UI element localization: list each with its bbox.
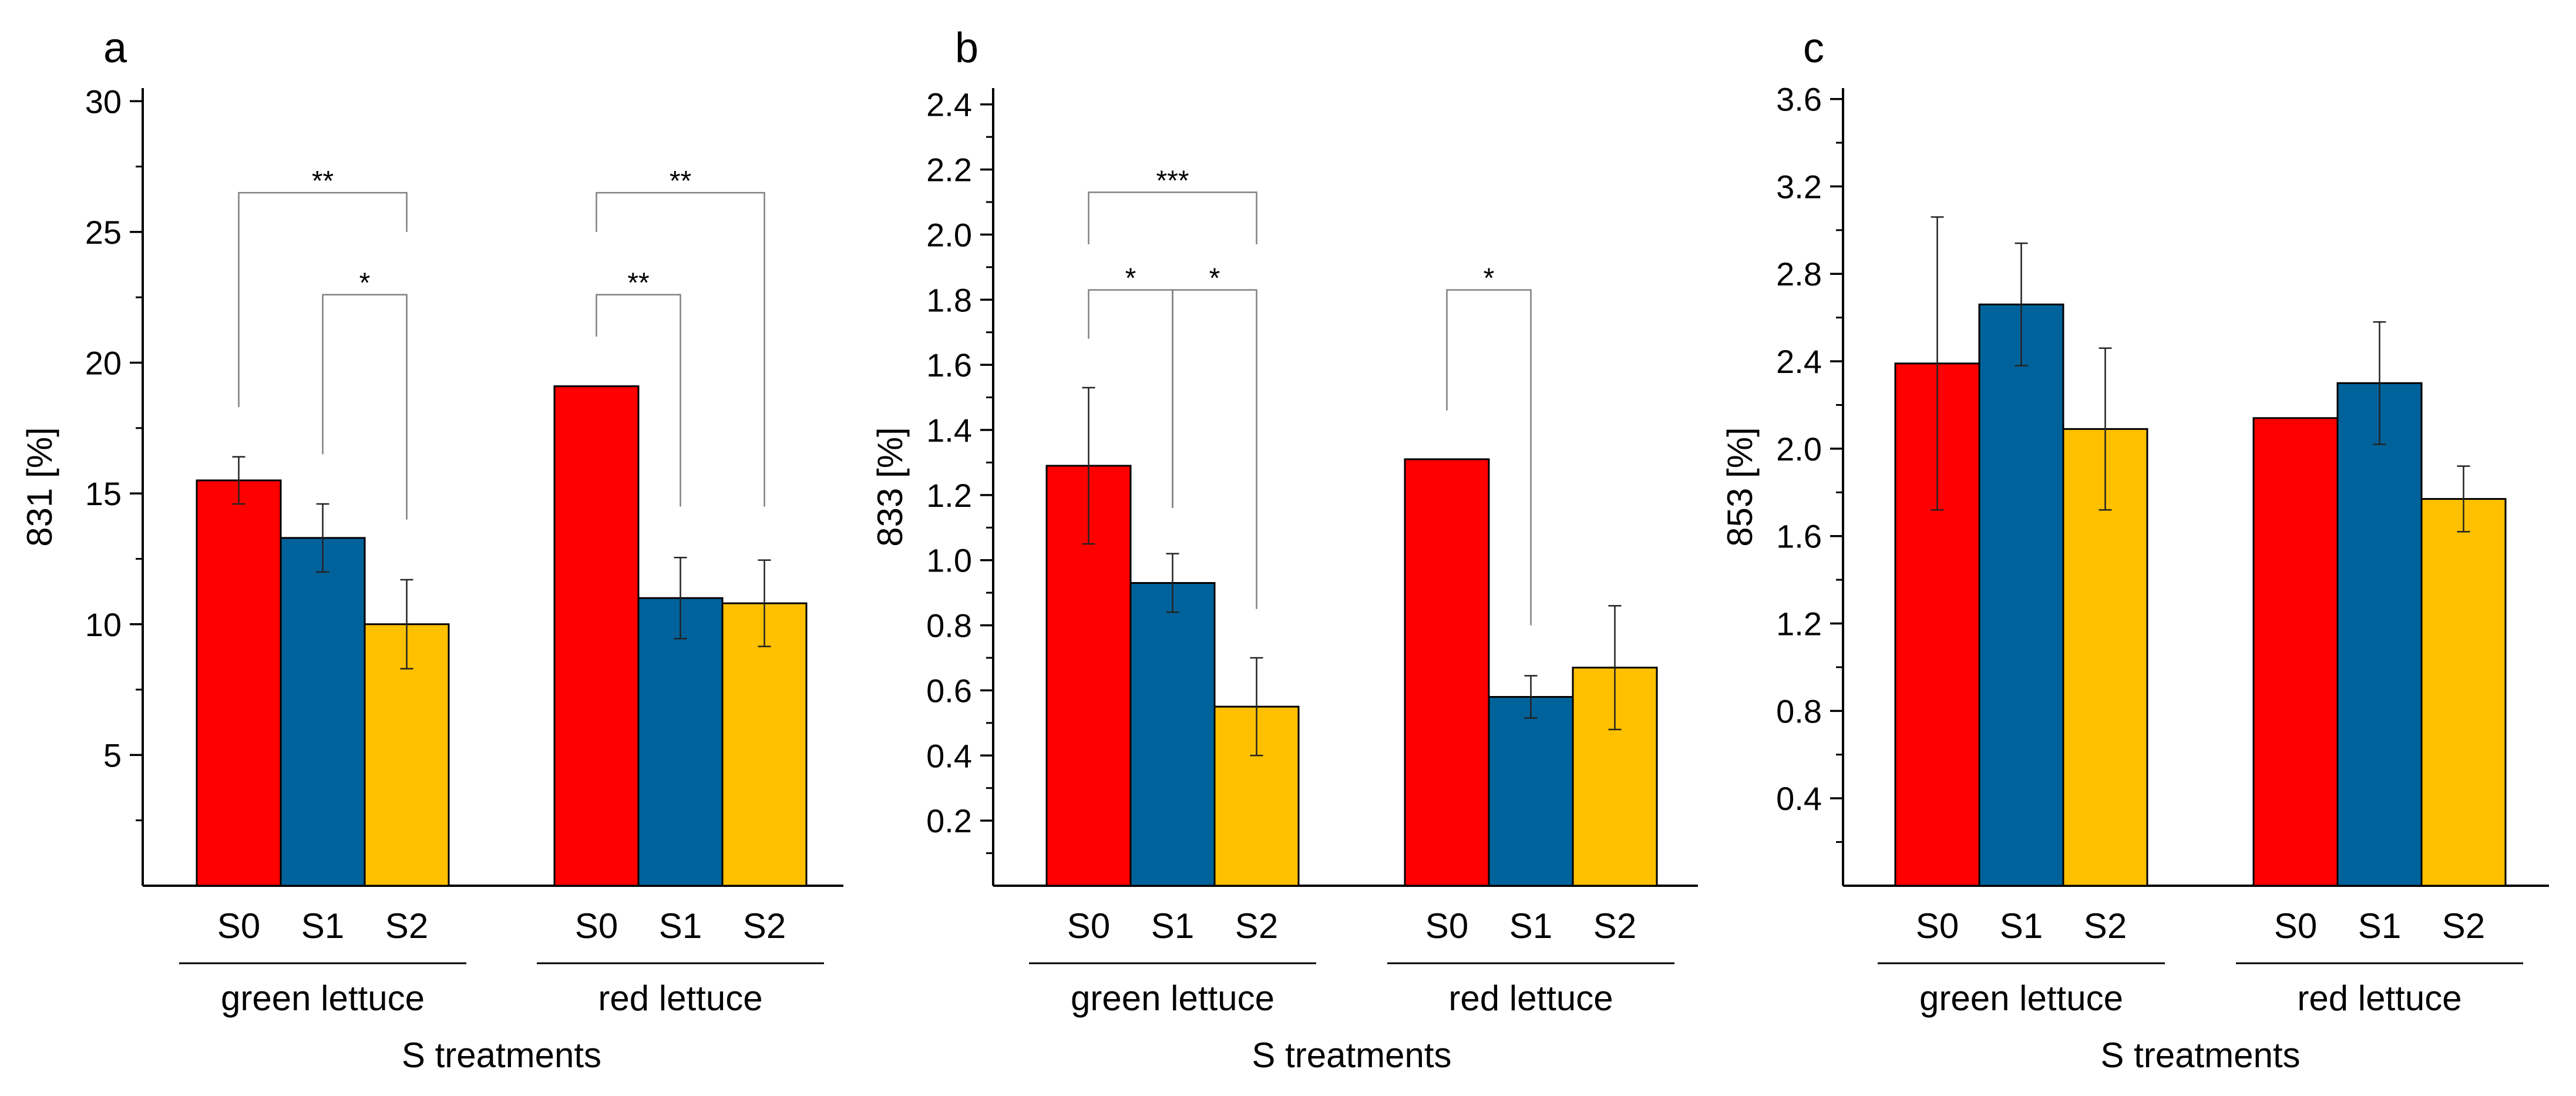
x-category-label: S2 [2442,906,2485,946]
y-tick-label: 1.2 [1776,606,1822,643]
x-category-label: S2 [2084,906,2127,946]
x-group-label: red lettuce [2297,979,2461,1018]
x-category-label: S1 [2358,906,2401,946]
y-tick-label: 30 [85,83,122,120]
y-tick-label: 0.4 [1776,780,1822,817]
x-category-label: S0 [1916,906,1959,946]
significance-bracket [322,294,408,520]
x-category-label: S2 [385,906,428,946]
bar-s0 [2252,417,2339,887]
x-category-label: S1 [1151,906,1194,946]
bar-s1 [1488,696,1574,887]
y-tick-label: 1.8 [926,281,972,318]
significance-label: * [1484,263,1495,294]
y-tick-label: 10 [85,606,122,643]
x-category-label: S0 [1425,906,1468,946]
bar-s1 [1978,303,2064,887]
y-tick-label: 20 [85,345,122,382]
panel-b: b 0.2 0.4 0.6 0.8 1.0 1.2 1.4 1.6 1.8 2.0 2.2 2.4 833… [870,25,1698,1075]
x-category-label: S0 [217,906,260,946]
y-tick-label: 1.0 [926,542,972,579]
y-tick-label: 2.2 [926,152,972,189]
y-tick-label: 1.4 [926,412,972,449]
y-tick-label: 0.4 [926,737,972,774]
panel-letter: c [1803,25,1824,72]
x-group-label: green lettuce [1919,979,2123,1018]
y-axis-label: 831 [%] [20,427,59,546]
y-tick-label: 2.4 [926,86,972,123]
y-tick-label: 0.8 [926,607,972,644]
panel-letter: a [103,25,127,72]
significance-label: ** [312,166,334,197]
bar-s1 [2336,382,2423,887]
bar-s0 [553,385,640,887]
x-category-label: S0 [575,906,618,946]
x-axis-label: S treatments [2100,1036,2300,1075]
x-category-label: S2 [1593,906,1636,946]
significance-bracket [1446,289,1532,626]
x-category-label: S0 [2274,906,2317,946]
panel-a: a 5 10 15 20 25 30 831 [%] S0 S1 S2 green lettuce S0… [20,25,843,1075]
y-tick-label: 0.8 [1776,692,1822,729]
x-axis-label: S treatments [1252,1036,1451,1075]
y-axis-label: 853 [%] [1720,427,1760,546]
bar-s1 [1129,582,1216,887]
panel-letter: b [955,25,978,72]
x-category-label: S2 [1235,906,1278,946]
y-tick-label: 1.2 [926,477,972,514]
significance-label: * [1209,263,1220,294]
significance-label: ** [627,268,649,299]
bar-s1 [280,537,366,887]
y-tick-label: 2.4 [1776,343,1822,380]
bar-s1 [637,597,724,887]
y-tick-label: 5 [103,737,122,774]
x-category-label: S1 [1509,906,1552,946]
y-tick-label: 3.6 [1776,81,1822,118]
y-tick-label: 2.0 [1776,431,1822,468]
significance-bracket [1088,191,1257,245]
x-category-label: S1 [2000,906,2043,946]
y-tick-label: 0.6 [926,672,972,709]
x-category-label: S1 [301,906,344,946]
y-tick-label: 1.6 [1776,518,1822,555]
y-tick-label: 3.2 [1776,168,1822,205]
y-tick-label: 15 [85,475,122,512]
significance-bracket [596,191,765,507]
x-group-label: green lettuce [221,979,425,1018]
bar-s0 [196,479,282,887]
y-tick-label: 1.6 [926,347,972,384]
significance-label: *** [1156,165,1189,196]
significance-bracket [596,294,681,507]
y-tick-label: 0.2 [926,802,972,839]
bar-s2 [721,602,808,887]
bar-s0 [1404,458,1490,887]
x-category-label: S2 [743,906,786,946]
panel-c: c 0.4 0.8 1.2 1.6 2.0 2.4 2.8 3.2 3.6 853 [%] S0 S1 S… [1720,25,2549,1075]
x-group-label: green lettuce [1071,979,1274,1018]
y-axis-label: 833 [%] [870,427,910,546]
x-group-label: red lettuce [1448,979,1613,1018]
x-axis-label: S treatments [402,1036,601,1075]
y-tick-label: 25 [85,214,122,251]
significance-label: * [359,268,371,299]
x-group-label: red lettuce [598,979,762,1018]
x-category-label: S0 [1067,906,1110,946]
significance-bracket [238,191,408,408]
significance-bracket [1172,289,1257,609]
y-tick-label: 2.8 [1776,255,1822,293]
significance-label: ** [670,166,691,197]
x-category-label: S1 [659,906,702,946]
y-tick-label: 2.0 [926,216,972,253]
significance-label: * [1125,263,1136,294]
bar-s2 [2420,497,2507,887]
